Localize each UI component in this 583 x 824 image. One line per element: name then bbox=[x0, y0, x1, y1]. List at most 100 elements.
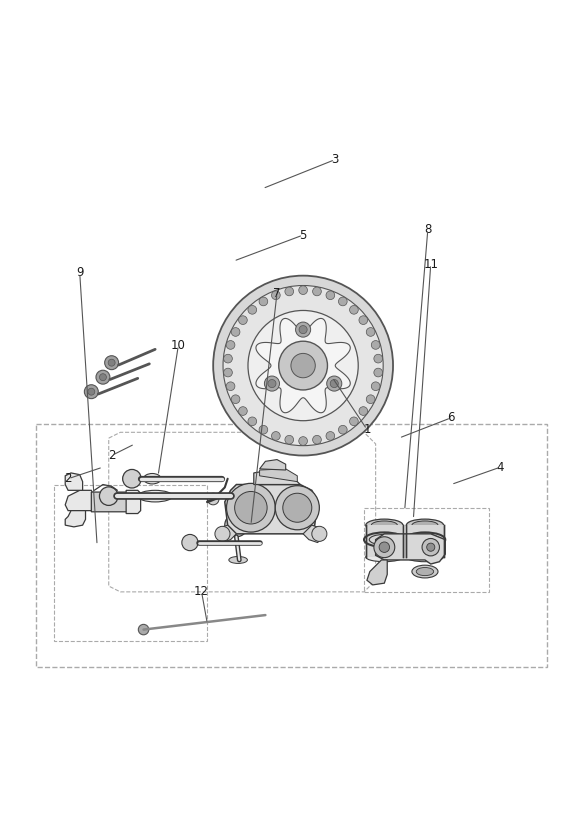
Circle shape bbox=[259, 425, 268, 434]
Ellipse shape bbox=[138, 490, 173, 502]
Polygon shape bbox=[303, 525, 324, 542]
Circle shape bbox=[208, 494, 219, 505]
Polygon shape bbox=[259, 460, 286, 470]
Circle shape bbox=[371, 340, 380, 349]
Circle shape bbox=[374, 368, 382, 377]
Circle shape bbox=[279, 341, 328, 390]
Circle shape bbox=[182, 535, 198, 550]
Text: 10: 10 bbox=[171, 339, 186, 352]
Ellipse shape bbox=[366, 552, 403, 562]
Circle shape bbox=[248, 311, 358, 421]
Circle shape bbox=[339, 297, 347, 306]
Circle shape bbox=[230, 518, 243, 532]
Polygon shape bbox=[126, 490, 141, 513]
Circle shape bbox=[330, 380, 338, 387]
Circle shape bbox=[366, 328, 375, 336]
Polygon shape bbox=[65, 511, 86, 527]
Circle shape bbox=[108, 359, 115, 366]
Text: 2: 2 bbox=[108, 449, 115, 462]
Circle shape bbox=[299, 325, 307, 334]
Ellipse shape bbox=[143, 474, 161, 484]
Circle shape bbox=[100, 487, 118, 505]
Ellipse shape bbox=[416, 568, 434, 576]
Circle shape bbox=[238, 316, 247, 325]
Text: 6: 6 bbox=[447, 411, 455, 424]
Circle shape bbox=[285, 287, 294, 296]
Polygon shape bbox=[92, 492, 129, 512]
Polygon shape bbox=[406, 525, 444, 557]
Polygon shape bbox=[375, 534, 445, 564]
Circle shape bbox=[122, 470, 141, 488]
Circle shape bbox=[259, 297, 268, 306]
Circle shape bbox=[339, 425, 347, 434]
Circle shape bbox=[96, 370, 110, 384]
Circle shape bbox=[213, 276, 393, 456]
Polygon shape bbox=[366, 525, 403, 557]
Text: 7: 7 bbox=[273, 287, 281, 300]
Circle shape bbox=[379, 542, 389, 552]
Circle shape bbox=[272, 432, 280, 440]
Circle shape bbox=[215, 527, 230, 541]
Circle shape bbox=[85, 385, 99, 399]
Circle shape bbox=[374, 536, 395, 558]
Circle shape bbox=[283, 494, 312, 522]
Circle shape bbox=[268, 380, 276, 387]
Text: 8: 8 bbox=[424, 222, 431, 236]
Polygon shape bbox=[225, 485, 318, 534]
Circle shape bbox=[234, 491, 267, 524]
Circle shape bbox=[312, 287, 321, 296]
Circle shape bbox=[100, 374, 107, 381]
Ellipse shape bbox=[229, 556, 247, 564]
Circle shape bbox=[359, 407, 368, 415]
Ellipse shape bbox=[366, 519, 403, 531]
Polygon shape bbox=[367, 560, 387, 585]
Polygon shape bbox=[256, 318, 350, 413]
Text: 5: 5 bbox=[300, 228, 307, 241]
Circle shape bbox=[359, 316, 368, 325]
Circle shape bbox=[272, 291, 280, 300]
Circle shape bbox=[312, 527, 327, 541]
Circle shape bbox=[223, 285, 383, 446]
Circle shape bbox=[225, 513, 248, 536]
Polygon shape bbox=[216, 525, 236, 542]
Circle shape bbox=[312, 435, 321, 444]
Circle shape bbox=[350, 417, 359, 426]
Circle shape bbox=[326, 432, 335, 440]
Circle shape bbox=[374, 354, 382, 363]
Ellipse shape bbox=[406, 552, 444, 562]
Circle shape bbox=[248, 417, 257, 426]
Circle shape bbox=[224, 354, 233, 363]
Circle shape bbox=[226, 382, 235, 391]
Circle shape bbox=[224, 368, 233, 377]
Polygon shape bbox=[65, 473, 83, 490]
Polygon shape bbox=[65, 490, 94, 511]
Text: 1: 1 bbox=[363, 423, 371, 436]
Circle shape bbox=[238, 407, 247, 415]
Text: 2: 2 bbox=[64, 472, 72, 485]
Circle shape bbox=[298, 286, 307, 294]
Circle shape bbox=[350, 306, 359, 314]
Circle shape bbox=[231, 395, 240, 404]
Circle shape bbox=[326, 291, 335, 300]
Text: 12: 12 bbox=[194, 585, 209, 598]
Circle shape bbox=[226, 340, 235, 349]
Circle shape bbox=[427, 543, 435, 551]
Text: 4: 4 bbox=[497, 461, 504, 474]
Circle shape bbox=[366, 395, 375, 404]
Circle shape bbox=[291, 353, 315, 377]
Circle shape bbox=[298, 437, 307, 445]
Text: 11: 11 bbox=[423, 258, 438, 270]
Circle shape bbox=[88, 388, 95, 396]
Circle shape bbox=[248, 306, 257, 314]
Circle shape bbox=[275, 485, 319, 530]
Circle shape bbox=[231, 328, 240, 336]
Text: 3: 3 bbox=[331, 153, 339, 166]
Text: 9: 9 bbox=[76, 266, 83, 279]
Ellipse shape bbox=[412, 565, 438, 578]
Circle shape bbox=[422, 539, 440, 556]
Ellipse shape bbox=[371, 521, 398, 529]
Ellipse shape bbox=[412, 521, 438, 529]
Polygon shape bbox=[259, 469, 297, 481]
Polygon shape bbox=[254, 470, 300, 485]
Ellipse shape bbox=[406, 519, 444, 531]
